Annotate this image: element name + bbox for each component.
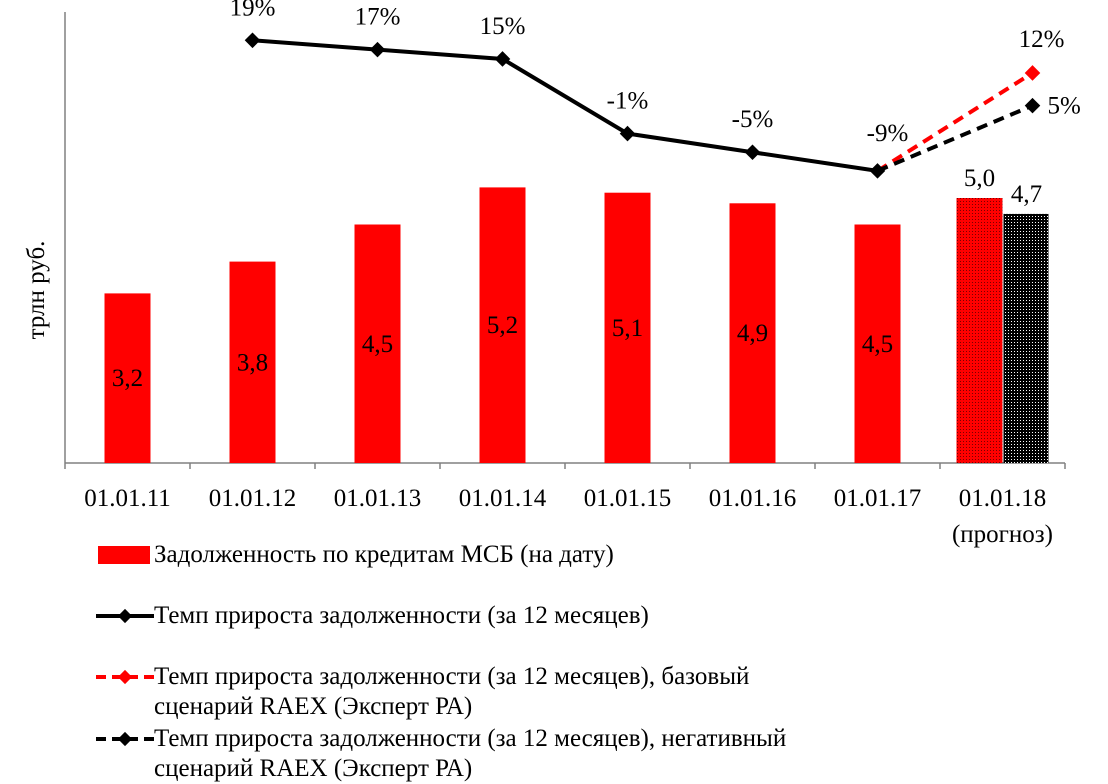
growth-label: -1% <box>607 88 649 115</box>
scenario-line <box>876 71 1034 173</box>
x-tick-label: 01.01.13 <box>334 485 422 512</box>
x-tick-label: (прогноз) <box>952 521 1053 548</box>
bar-value-label: 3,8 <box>237 349 268 376</box>
growth-point <box>619 125 636 142</box>
legend-swatch-red-dash <box>96 662 154 692</box>
legend-label: Темп прироста задолженности (за 12 месяц… <box>154 725 787 782</box>
bar <box>229 261 276 463</box>
growth-point <box>244 32 261 49</box>
bar-forecast-base <box>956 198 1003 463</box>
x-tick-label: 01.01.14 <box>459 485 547 512</box>
scenario-negative-point <box>1024 97 1041 114</box>
bar <box>604 192 651 463</box>
bar-value-label: 5,2 <box>487 312 518 339</box>
legend-label: Задолженность по кредитам МСБ (на дату) <box>154 541 614 568</box>
bar <box>479 187 526 463</box>
legend-item-growth: Темп прироста задолженности (за 12 месяц… <box>96 601 649 631</box>
bar-forecast-base-label: 5,0 <box>964 165 995 192</box>
growth-point <box>869 163 886 179</box>
x-tick-label: 01.01.17 <box>834 485 922 512</box>
y-axis-label: трлн руб. <box>23 241 50 340</box>
growth-label: -9% <box>867 120 909 147</box>
bar-value-label: 5,1 <box>612 315 643 342</box>
bar-forecast-negative <box>1003 213 1049 463</box>
growth-label: 15% <box>480 13 526 40</box>
legend-label: Темп прироста задолженности (за 12 месяц… <box>154 602 649 629</box>
legend-item-debt: Задолженность по кредитам МСБ (на дату) <box>96 540 614 570</box>
bar <box>354 224 401 463</box>
bar-value-label: 4,5 <box>862 331 893 358</box>
legend-swatch-black-dash <box>96 724 154 754</box>
growth-label: 17% <box>355 4 401 31</box>
plot-area: 3,2 3,8 4,5 5,2 5,1 4,9 4,5 5,0 4,7 01.01.11 01.01… <box>64 0 1081 548</box>
legend-item-base-scenario: Темп прироста задолженности (за 12 месяц… <box>96 662 749 722</box>
x-tick-label: 01.01.12 <box>209 485 297 512</box>
growth-line <box>252 38 878 173</box>
legend-swatch-bar <box>96 540 154 570</box>
x-tick-label: 01.01.18 <box>959 485 1047 512</box>
scenario-base-label: 12% <box>1019 26 1065 53</box>
growth-label: -5% <box>732 106 774 133</box>
x-tick-label: 01.01.15 <box>584 485 672 512</box>
bar <box>854 224 901 463</box>
growth-point <box>369 41 386 58</box>
scenario-line <box>876 103 1034 173</box>
bar-value-label: 3,2 <box>112 365 143 392</box>
bar <box>729 203 776 464</box>
scenario-base-point <box>1024 65 1041 81</box>
legend-item-negative-scenario: Темп прироста задолженности (за 12 месяц… <box>96 724 786 784</box>
bar <box>104 293 151 463</box>
x-tick-label: 01.01.16 <box>709 485 797 512</box>
scenario-negative-label: 5% <box>1048 93 1081 120</box>
legend-label: Темп прироста задолженности (за 12 месяц… <box>154 663 750 720</box>
bar-value-label: 4,9 <box>737 320 768 347</box>
growth-point <box>744 144 761 161</box>
x-tick-label: 01.01.11 <box>84 485 171 512</box>
legend-swatch-line <box>96 601 154 631</box>
growth-label: 19% <box>230 0 276 21</box>
bar-value-label: 4,5 <box>362 331 393 358</box>
bar-forecast-negative-label: 4,7 <box>1011 181 1042 208</box>
